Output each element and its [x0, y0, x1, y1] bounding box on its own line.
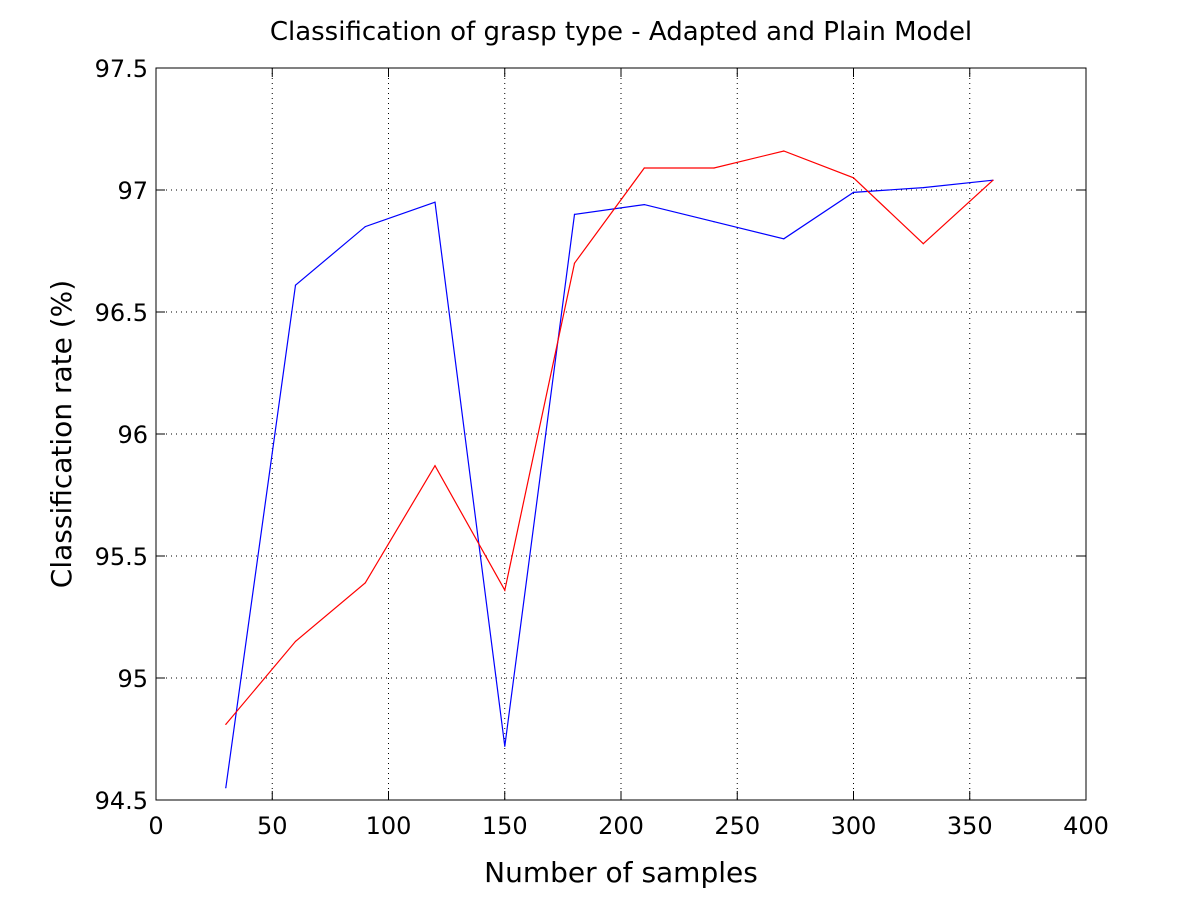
y-tick-label: 95	[117, 665, 148, 693]
data-point	[783, 150, 785, 152]
data-point	[992, 179, 994, 181]
x-tick-label: 250	[714, 812, 760, 840]
x-tick-label: 300	[831, 812, 877, 840]
data-point	[852, 177, 855, 179]
y-tick-label: 95.5	[95, 543, 148, 571]
chart-title: Classification of grasp type - Adapted a…	[270, 17, 972, 47]
data-point	[504, 745, 506, 747]
x-tick-label: 50	[257, 812, 288, 840]
data-point	[713, 167, 715, 169]
data-point	[922, 243, 924, 245]
series-line-2	[225, 150, 994, 725]
y-tick-label: 97	[117, 177, 148, 205]
data-point	[225, 723, 227, 726]
data-point	[504, 589, 506, 591]
data-point	[225, 787, 227, 789]
data-point	[643, 167, 645, 169]
data-point	[364, 226, 366, 228]
data-point	[643, 204, 645, 206]
x-tick-label: 400	[1063, 812, 1109, 840]
x-tick-label: 100	[366, 812, 412, 840]
series-lines	[225, 150, 994, 789]
data-point	[434, 201, 436, 203]
y-tick-label: 94.5	[95, 787, 148, 815]
data-point	[783, 238, 785, 240]
y-tick-label: 97.5	[95, 55, 148, 83]
data-point	[922, 187, 924, 189]
data-point	[434, 465, 436, 467]
grid-lines	[156, 68, 1086, 800]
data-point	[294, 640, 297, 643]
x-axis-label: Number of samples	[484, 856, 758, 889]
y-tick-label: 96.5	[95, 299, 148, 327]
y-axis-label: Classification rate (%)	[45, 280, 78, 588]
y-tick-label: 96	[117, 421, 148, 449]
data-point	[294, 284, 297, 286]
x-tick-label: 200	[598, 812, 644, 840]
axis-ticks: 0 50 100 150 200 250 300 350 400 94.5 95 95.5 96 96.5…	[95, 55, 1109, 840]
data-point	[573, 213, 576, 215]
data-point	[852, 191, 855, 193]
x-tick-label: 0	[148, 812, 163, 840]
data-point	[713, 221, 715, 223]
data-point	[364, 582, 366, 584]
x-tick-label: 150	[482, 812, 528, 840]
data-point	[573, 262, 576, 264]
x-tick-label: 350	[947, 812, 993, 840]
series-line-1	[225, 179, 994, 788]
